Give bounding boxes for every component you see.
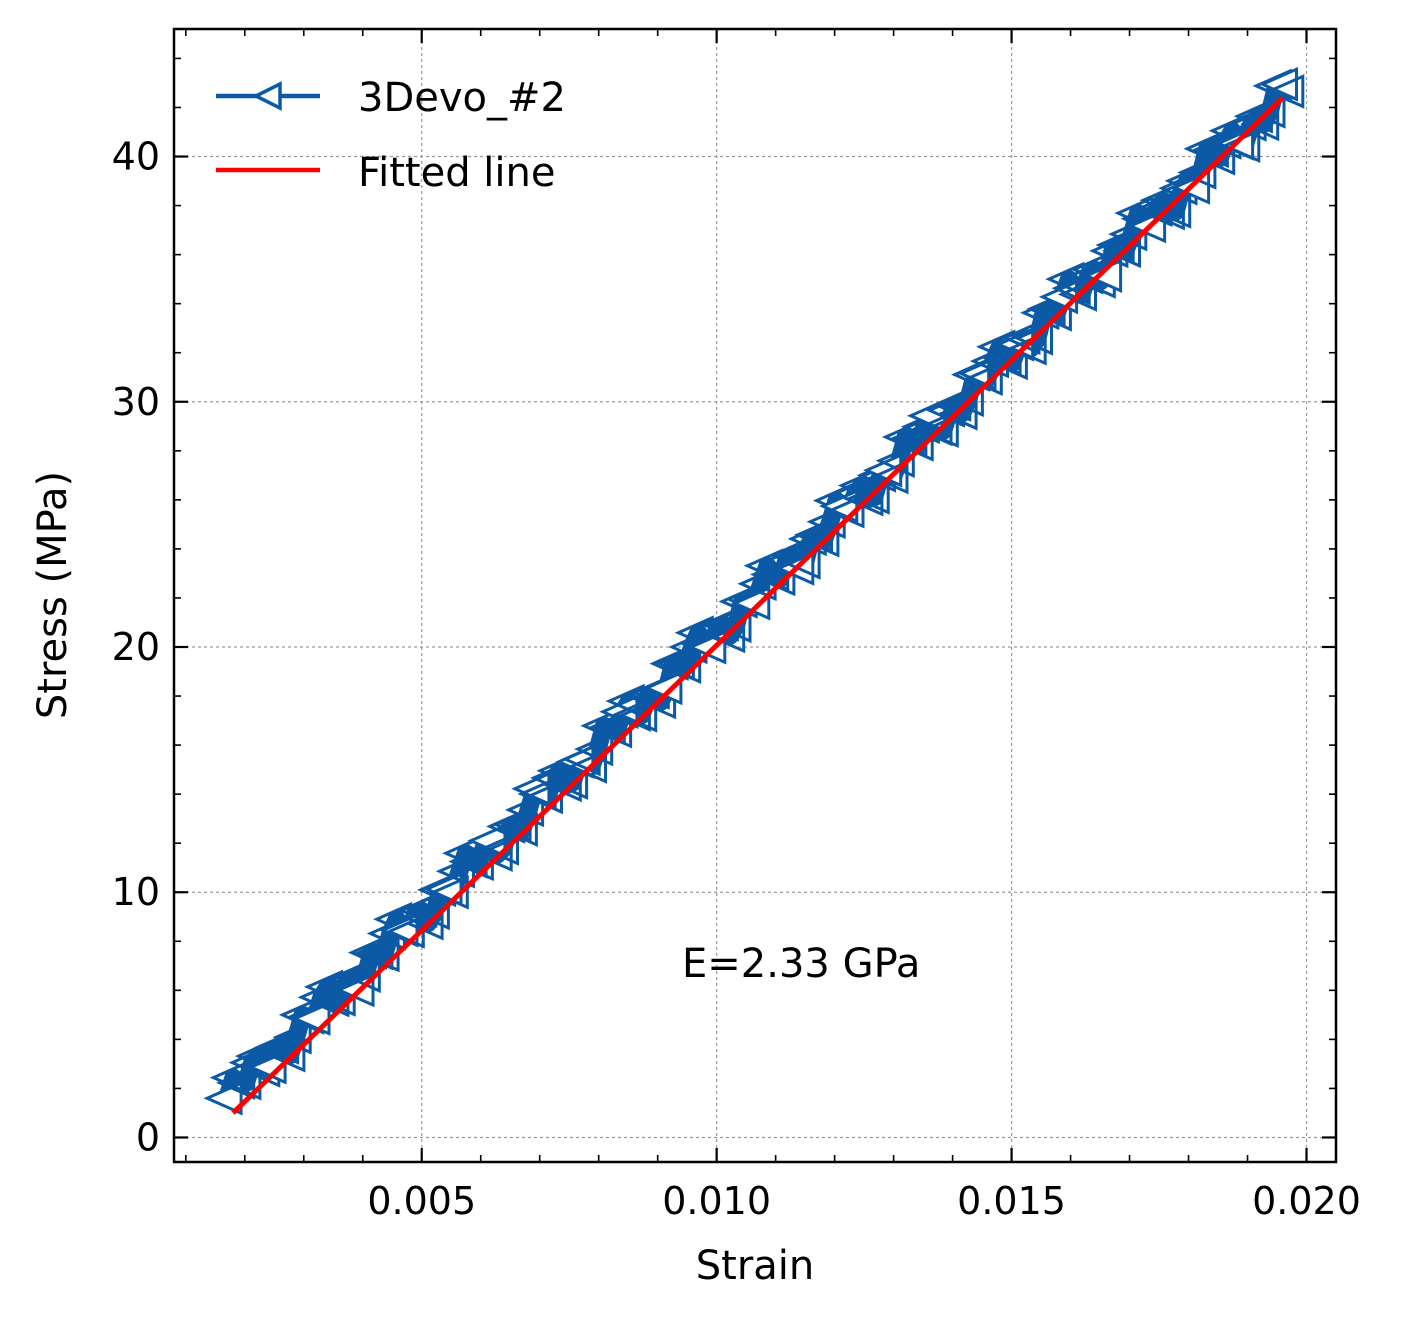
series-3devo-point xyxy=(341,958,381,994)
series-3devo-point xyxy=(203,1080,243,1116)
series-3devo-point xyxy=(661,649,702,685)
series-3devo-point xyxy=(536,753,576,789)
series-3devo-point xyxy=(888,421,928,457)
series-3devo-point xyxy=(636,684,677,720)
series-3devo-point xyxy=(504,792,545,828)
annotation-modulus: E=2.33 GPa xyxy=(682,941,920,987)
x-tick-label: 0.010 xyxy=(662,1179,771,1223)
series-3devo-point xyxy=(222,1065,262,1101)
series-3devo-point xyxy=(567,749,607,784)
series-3devo-point xyxy=(919,413,959,449)
series-3devo-point xyxy=(1265,74,1305,109)
series-3devo-point xyxy=(988,345,1028,381)
series-3devo-point xyxy=(850,480,890,515)
series-3devo-point xyxy=(1001,320,1041,356)
series-3devo-point xyxy=(1195,140,1236,176)
series-3devo-point xyxy=(1258,66,1298,102)
y-tick-label: 20 xyxy=(112,625,160,669)
axis-ticks xyxy=(174,29,1336,1162)
series-3devo-point xyxy=(1133,192,1173,228)
series-3devo-point xyxy=(869,459,909,495)
y-tick-label: 0 xyxy=(136,1115,160,1159)
legend-label-fitted: Fitted line xyxy=(358,150,555,196)
x-axis-label: Strain xyxy=(696,1243,815,1289)
legend: 3Devo_#2 Fitted line xyxy=(216,75,566,196)
y-axis-label: Stress (MPa) xyxy=(30,471,76,719)
series-3devo-point xyxy=(215,1065,256,1101)
legend-label-3devo: 3Devo_#2 xyxy=(358,75,566,121)
series-3devo-point xyxy=(253,1030,293,1065)
series-3devo-point xyxy=(467,823,507,859)
y-tick-label: 10 xyxy=(112,870,160,914)
series-3devo-point xyxy=(611,697,651,732)
x-tick-label: 0.015 xyxy=(957,1179,1066,1223)
series-3devo-point xyxy=(297,979,337,1015)
series-3devo-point xyxy=(781,545,821,580)
series-3devo-point xyxy=(1057,277,1097,312)
series-3devo-point xyxy=(347,935,388,970)
tick-labels: 0.005 0.010 0.015 0.020 0 10 20 30 40 xyxy=(112,135,1361,1223)
x-tick-label: 0.020 xyxy=(1252,1179,1361,1223)
y-tick-label: 30 xyxy=(112,380,160,424)
series-3devo-point xyxy=(404,905,444,941)
grid-lines xyxy=(174,29,1336,1162)
series-3devo-point xyxy=(925,393,966,428)
series-3devo-point xyxy=(649,646,689,681)
series-fitted-line xyxy=(231,95,1285,1115)
y-tick-label: 40 xyxy=(112,135,160,179)
series-3devo-point xyxy=(1101,233,1141,269)
series-3devo-point xyxy=(1246,94,1286,129)
legend-marker-3devo xyxy=(252,81,282,111)
x-tick-label: 0.005 xyxy=(367,1179,476,1223)
series-3devo-point xyxy=(1013,320,1053,356)
data-layer xyxy=(203,66,1305,1116)
series-3devo-point xyxy=(712,608,752,644)
series-3devo-point xyxy=(705,618,746,654)
plot-frame xyxy=(172,27,1338,1164)
series-3devo-point xyxy=(316,982,356,1017)
